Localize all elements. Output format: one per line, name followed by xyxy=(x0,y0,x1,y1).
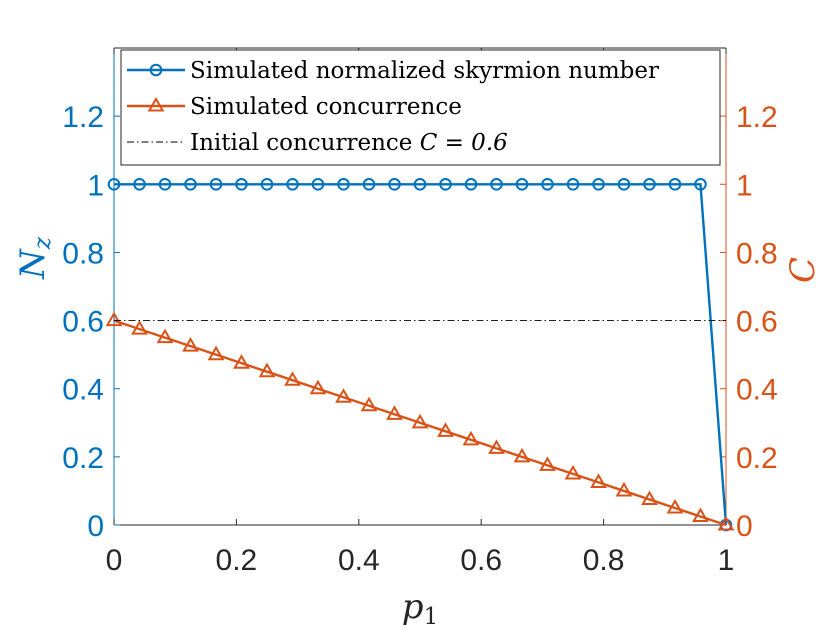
data-point-triangle xyxy=(692,507,709,523)
axes-box xyxy=(113,47,727,526)
data-point-circle xyxy=(260,177,274,191)
x-tick-label: 0.6 xyxy=(460,544,502,577)
data-point-circle xyxy=(541,177,554,191)
legend-label-2: Initial concurrence C = 0.6 xyxy=(190,130,508,156)
data-point-triangle xyxy=(411,413,429,429)
data-point-triangle xyxy=(615,481,633,497)
data-point-circle xyxy=(235,177,248,191)
series-line-0 xyxy=(114,183,728,526)
y-tick-label-left: 0 xyxy=(87,510,104,543)
y-tick-label-left: 0.6 xyxy=(62,306,104,339)
data-point-triangle xyxy=(105,311,123,327)
data-point-circle xyxy=(311,177,325,191)
y-tick-label-right: 0.2 xyxy=(736,442,778,475)
x-tick-label: 1 xyxy=(718,544,735,577)
y-axis-right-label: C xyxy=(783,257,823,283)
data-point-triangle xyxy=(513,447,531,463)
legend: Simulated normalized skyrmion number Simu… xyxy=(120,49,721,166)
data-point-circle xyxy=(694,177,707,191)
data-point-circle xyxy=(184,177,197,191)
data-point-circle xyxy=(133,177,146,191)
legend-marker-circle xyxy=(149,63,163,77)
data-point-triangle xyxy=(539,456,556,471)
data-point-circle xyxy=(362,177,376,191)
legend-label-1: Simulated concurrence xyxy=(190,94,462,120)
data-point-triangle xyxy=(488,439,505,454)
data-point-circle xyxy=(337,177,350,191)
data-point-circle xyxy=(490,177,503,191)
data-point-triangle xyxy=(666,498,684,514)
x-tick-label: 0 xyxy=(106,544,123,577)
data-point-triangle xyxy=(590,473,607,488)
data-point-circle xyxy=(592,177,605,191)
y-tick-label-left: 1 xyxy=(87,169,104,202)
data-point-triangle xyxy=(207,345,225,361)
data-point-triangle xyxy=(386,405,403,420)
data-point-circle xyxy=(158,177,172,191)
data-point-circle xyxy=(617,177,631,191)
data-point-triangle xyxy=(641,490,658,505)
data-point-triangle xyxy=(284,371,301,386)
legend-marker-triangle xyxy=(147,96,165,112)
data-point-circle xyxy=(643,177,656,191)
data-point-triangle xyxy=(335,388,352,403)
data-point-circle xyxy=(388,177,401,191)
legend-box xyxy=(120,49,721,166)
data-point-triangle xyxy=(309,379,327,395)
data-point-circle xyxy=(668,177,682,191)
y-tick-label-left: 1.2 xyxy=(62,101,104,134)
data-point-triangle xyxy=(182,337,199,352)
data-point-triangle xyxy=(156,328,174,344)
x-axis-label: p1 xyxy=(402,587,438,630)
data-point-circle xyxy=(515,177,529,191)
data-point-circle xyxy=(413,177,427,191)
x-tick-label: 0.8 xyxy=(583,544,625,577)
data-point-circle xyxy=(286,177,299,191)
tick-labels: 0 0.2 0.4 0.6 0.8 10 00.2 0.20.4 0.40.6 0.60.8 0.8… xyxy=(62,101,777,577)
data-point-circle xyxy=(464,177,478,191)
data-point-circle xyxy=(107,177,121,191)
y-tick-label-right: 1.2 xyxy=(736,101,778,134)
y-tick-label-left: 0.8 xyxy=(62,237,104,270)
data-point-triangle xyxy=(437,422,454,437)
data-point-triangle xyxy=(258,362,276,378)
data-point-triangle xyxy=(131,320,148,335)
data-point-circle xyxy=(209,177,223,191)
y-tick-label-right: 0 xyxy=(736,510,753,543)
data-point-triangle xyxy=(717,515,735,531)
y-tick-label-left: 0.2 xyxy=(62,442,104,475)
y-axis-left-label: Nz xyxy=(13,236,56,280)
data-point-circle xyxy=(439,177,452,191)
y-tick-label-right: 1 xyxy=(736,169,753,202)
y-tick-label-right: 0.4 xyxy=(736,374,778,407)
series-line-1 xyxy=(113,319,727,527)
plot-area xyxy=(105,177,735,532)
data-point-triangle xyxy=(360,396,378,412)
data-point-circle xyxy=(566,177,580,191)
y-tick-label-right: 0.8 xyxy=(736,237,778,270)
y-tick-label-right: 0.6 xyxy=(736,306,778,339)
data-point-triangle xyxy=(233,354,250,369)
x-tick-label: 0.2 xyxy=(216,544,258,577)
data-point-triangle xyxy=(462,430,480,446)
legend-label-0: Simulated normalized skyrmion number xyxy=(190,58,659,84)
y-tick-label-left: 0.4 xyxy=(62,374,104,407)
x-tick-label: 0.4 xyxy=(338,544,380,577)
data-point-triangle xyxy=(564,464,582,480)
